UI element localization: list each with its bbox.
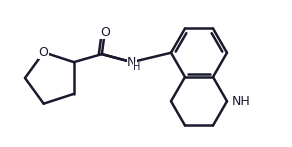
Text: N: N — [127, 56, 137, 69]
Text: N: N — [127, 56, 137, 69]
Text: H: H — [133, 62, 140, 72]
Text: NH: NH — [232, 95, 251, 108]
Text: H: H — [134, 62, 142, 72]
Text: O: O — [100, 26, 110, 39]
Text: O: O — [39, 46, 48, 59]
